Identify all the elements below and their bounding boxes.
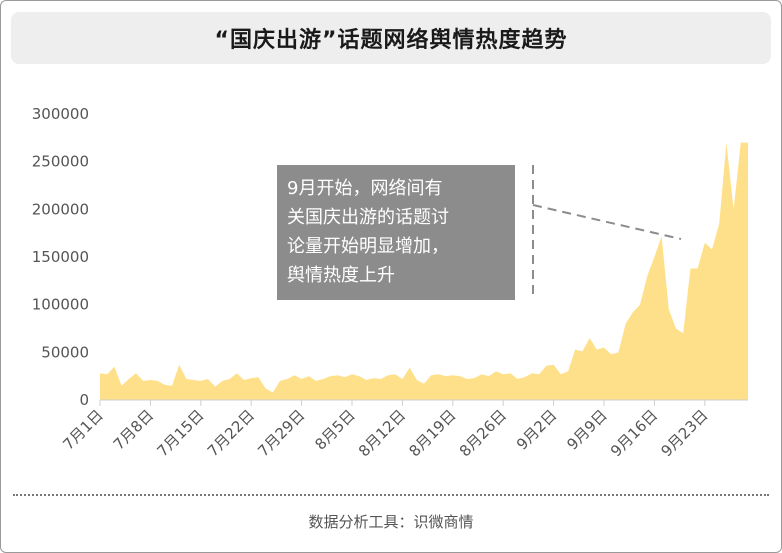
x-tick-label: 7月8日 — [110, 406, 157, 453]
annotation-box — [277, 165, 515, 300]
x-tick-label: 8月5日 — [311, 406, 358, 453]
footer-divider — [13, 494, 769, 496]
y-tick-label: 300000 — [32, 105, 89, 123]
y-axis-ticks: 0 50000 100000 150000 200000 250000 300000 — [32, 105, 89, 409]
y-tick-label: 100000 — [32, 296, 89, 314]
x-tick-label: 8月12日 — [355, 406, 409, 460]
y-tick-label: 0 — [79, 391, 89, 409]
area-series — [100, 142, 748, 400]
x-tick-label: 8月19日 — [405, 406, 459, 460]
annotation-connector-diagonal — [532, 204, 682, 240]
annotation-line-2: 关国庆出游的话题讨 — [287, 207, 449, 228]
source-footer: 数据分析工具：识微商情 — [308, 513, 474, 531]
title-bar: “国庆出游”话题网络舆情热度趋势 — [11, 12, 771, 64]
annotation-callout: 9月开始，网络间有 关国庆出游的话题讨 论量开始明显增加， 舆情热度上升 — [277, 165, 682, 300]
annotation-line-3: 论量开始明显增加， — [287, 236, 449, 257]
x-tick-label: 9月2日 — [513, 406, 560, 453]
x-tick-label: 7月15日 — [153, 406, 207, 460]
x-tick-label: 9月23日 — [657, 406, 711, 460]
x-tick-label: 9月16日 — [607, 406, 661, 460]
y-tick-label: 150000 — [32, 248, 89, 266]
y-tick-label: 50000 — [41, 343, 89, 361]
y-tick-label: 200000 — [32, 200, 89, 218]
annotation-line-4: 舆情热度上升 — [287, 265, 395, 286]
x-tick-label: 7月1日 — [59, 406, 106, 453]
x-tick-label: 7月29日 — [254, 406, 308, 460]
y-tick-label: 250000 — [32, 153, 89, 171]
x-tick-label: 8月26日 — [456, 406, 510, 460]
chart-title: “国庆出游”话题网络舆情热度趋势 — [214, 28, 568, 53]
x-tick-label: 9月9日 — [563, 406, 610, 453]
annotation-line-1: 9月开始，网络间有 — [287, 178, 442, 199]
x-tick-label: 7月22日 — [204, 406, 258, 460]
